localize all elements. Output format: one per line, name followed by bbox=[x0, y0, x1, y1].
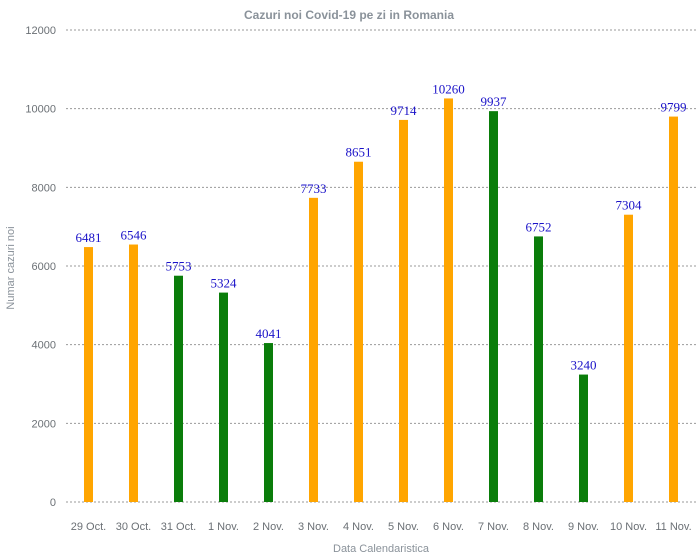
bar bbox=[174, 275, 183, 502]
bar bbox=[219, 292, 228, 502]
gridlines bbox=[66, 29, 696, 503]
x-tick-label: 8 Nov. bbox=[523, 521, 554, 533]
x-tick-label: 30 Oct. bbox=[116, 521, 151, 533]
x-tick-label: 9 Nov. bbox=[568, 521, 599, 533]
data-label: 9799 bbox=[661, 100, 687, 115]
x-tick-label: 11 Nov. bbox=[655, 521, 691, 533]
x-tick-label: 6 Nov. bbox=[433, 521, 464, 533]
bar bbox=[534, 236, 543, 502]
bar bbox=[444, 98, 453, 502]
y-axis-title: Numar cazuri noi bbox=[5, 226, 17, 309]
data-label: 6752 bbox=[526, 219, 552, 234]
bar bbox=[489, 111, 498, 503]
x-tick-label: 7 Nov. bbox=[478, 521, 509, 533]
data-label: 5324 bbox=[211, 276, 238, 291]
data-label: 10260 bbox=[432, 81, 465, 96]
y-tick-label: 8000 bbox=[32, 182, 56, 194]
data-label: 4041 bbox=[256, 326, 282, 341]
x-axis-title: Data Calendaristica bbox=[333, 543, 430, 555]
bar bbox=[624, 214, 633, 502]
data-label: 6481 bbox=[76, 230, 102, 245]
bars bbox=[84, 98, 678, 503]
bar bbox=[309, 197, 318, 502]
bar bbox=[399, 119, 408, 502]
bar bbox=[84, 247, 93, 502]
y-tick-label: 4000 bbox=[32, 340, 56, 352]
data-label: 7733 bbox=[301, 181, 327, 196]
data-label: 3240 bbox=[571, 358, 597, 373]
x-tick-label: 31 Oct. bbox=[161, 521, 196, 533]
data-label: 6546 bbox=[121, 228, 148, 243]
y-tick-label: 2000 bbox=[32, 418, 56, 430]
y-axis-ticks: 0 2000 4000 6000 8000 10000 12000 bbox=[25, 25, 56, 509]
data-labels: 6481 6546 5753 5324 4041 7733 8651 9714 10260 993… bbox=[76, 81, 687, 372]
chart-title: Cazuri noi Covid-19 pe zi in Romania bbox=[244, 8, 454, 22]
x-tick-label: 1 Nov. bbox=[208, 521, 239, 533]
y-tick-label: 10000 bbox=[25, 104, 56, 116]
y-tick-label: 12000 bbox=[25, 25, 56, 37]
bar bbox=[354, 161, 363, 502]
x-axis-ticks: 29 Oct. 30 Oct. 31 Oct. 1 Nov. 2 Nov. 3 Nov. 4… bbox=[71, 521, 692, 533]
data-label: 7304 bbox=[616, 198, 643, 213]
bar bbox=[129, 244, 138, 503]
x-tick-label: 3 Nov. bbox=[298, 521, 329, 533]
data-label: 5753 bbox=[166, 259, 192, 274]
x-tick-label: 5 Nov. bbox=[388, 521, 419, 533]
x-tick-label: 4 Nov. bbox=[343, 521, 374, 533]
bar bbox=[579, 374, 588, 502]
y-tick-label: 6000 bbox=[32, 261, 56, 273]
x-tick-label: 10 Nov. bbox=[610, 521, 647, 533]
bar bbox=[264, 343, 273, 502]
data-label: 9714 bbox=[391, 103, 418, 118]
bar bbox=[669, 116, 678, 503]
y-tick-label: 0 bbox=[50, 497, 56, 509]
data-label: 8651 bbox=[346, 145, 372, 160]
x-tick-label: 2 Nov. bbox=[253, 521, 284, 533]
data-label: 9937 bbox=[481, 94, 508, 109]
x-tick-label: 29 Oct. bbox=[71, 521, 106, 533]
